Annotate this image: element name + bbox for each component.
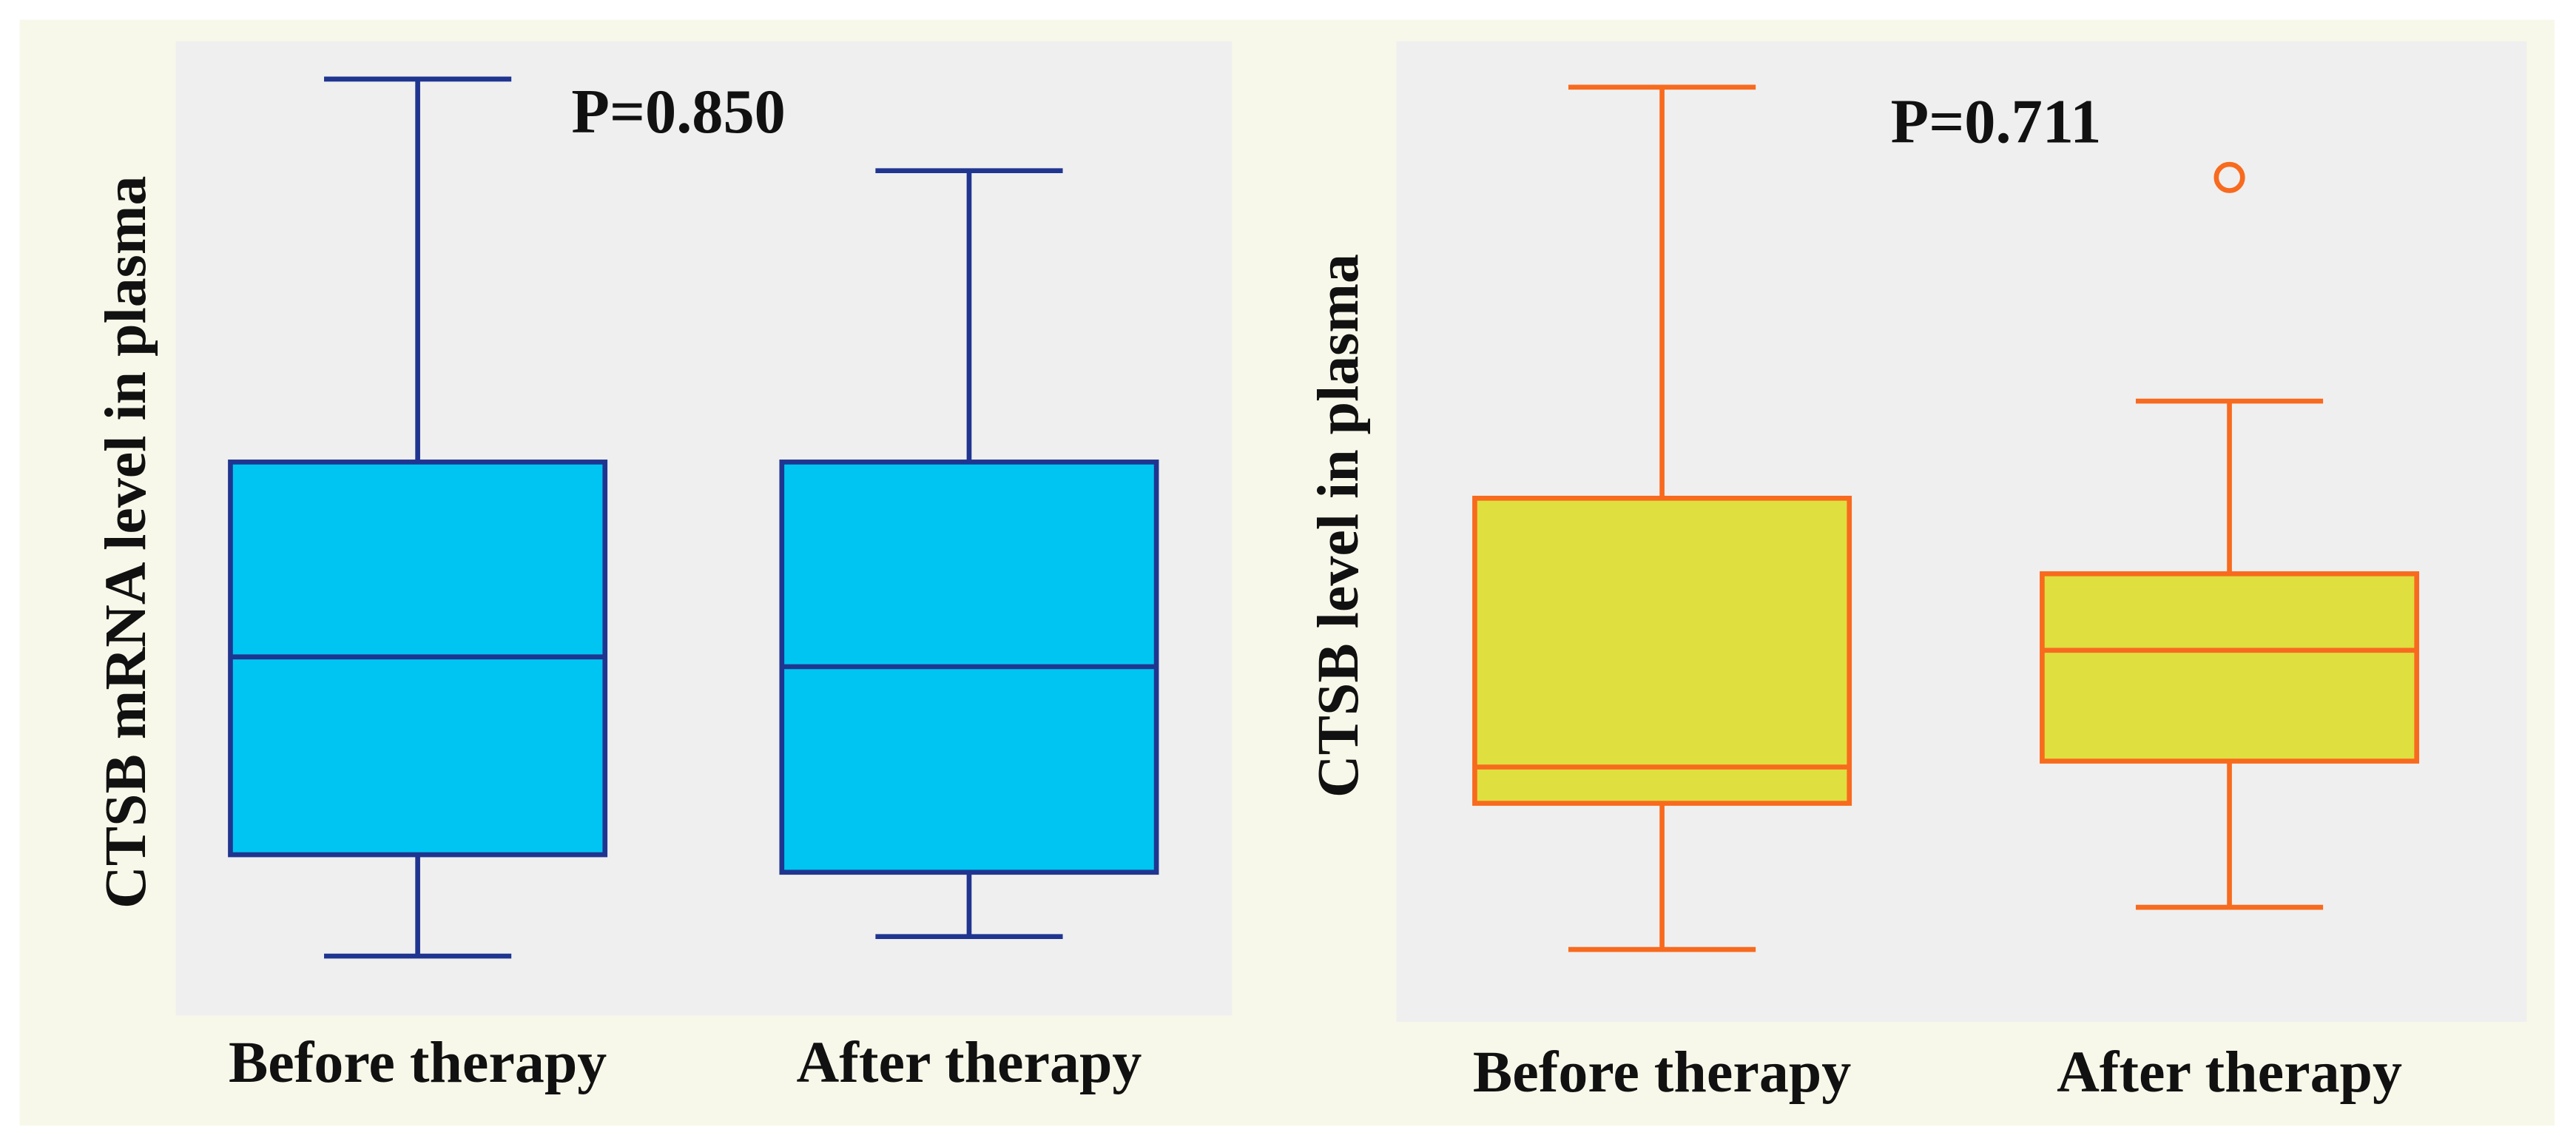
y-axis-label: CTSB level in plasma	[1306, 254, 1371, 798]
box	[1472, 495, 1852, 806]
y-axis-label: CTSB mRNA level in plasma	[93, 176, 158, 909]
x-tick-label: Before therapy	[229, 1030, 607, 1095]
p-value-annotation: P=0.850	[571, 78, 785, 147]
box	[2040, 571, 2420, 764]
x-tick-label: After therapy	[797, 1030, 1142, 1095]
outlier	[2213, 161, 2245, 193]
p-value-annotation: P=0.711	[1891, 88, 2102, 157]
x-tick-label: Before therapy	[1473, 1040, 1851, 1105]
x-tick-label: After therapy	[2057, 1040, 2402, 1105]
